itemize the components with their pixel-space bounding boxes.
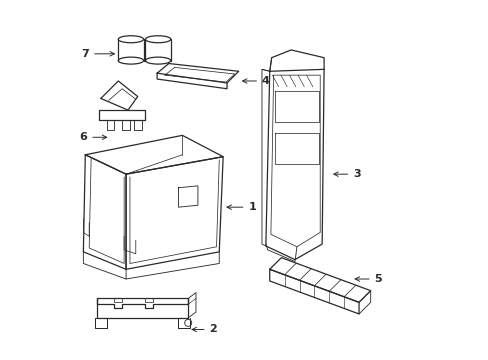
Text: 1: 1	[226, 202, 256, 212]
Text: 7: 7	[81, 49, 114, 59]
Text: 6: 6	[79, 132, 106, 142]
Text: 2: 2	[192, 324, 217, 334]
Text: 3: 3	[333, 169, 360, 179]
Text: 5: 5	[354, 274, 382, 284]
Text: 4: 4	[242, 76, 269, 86]
